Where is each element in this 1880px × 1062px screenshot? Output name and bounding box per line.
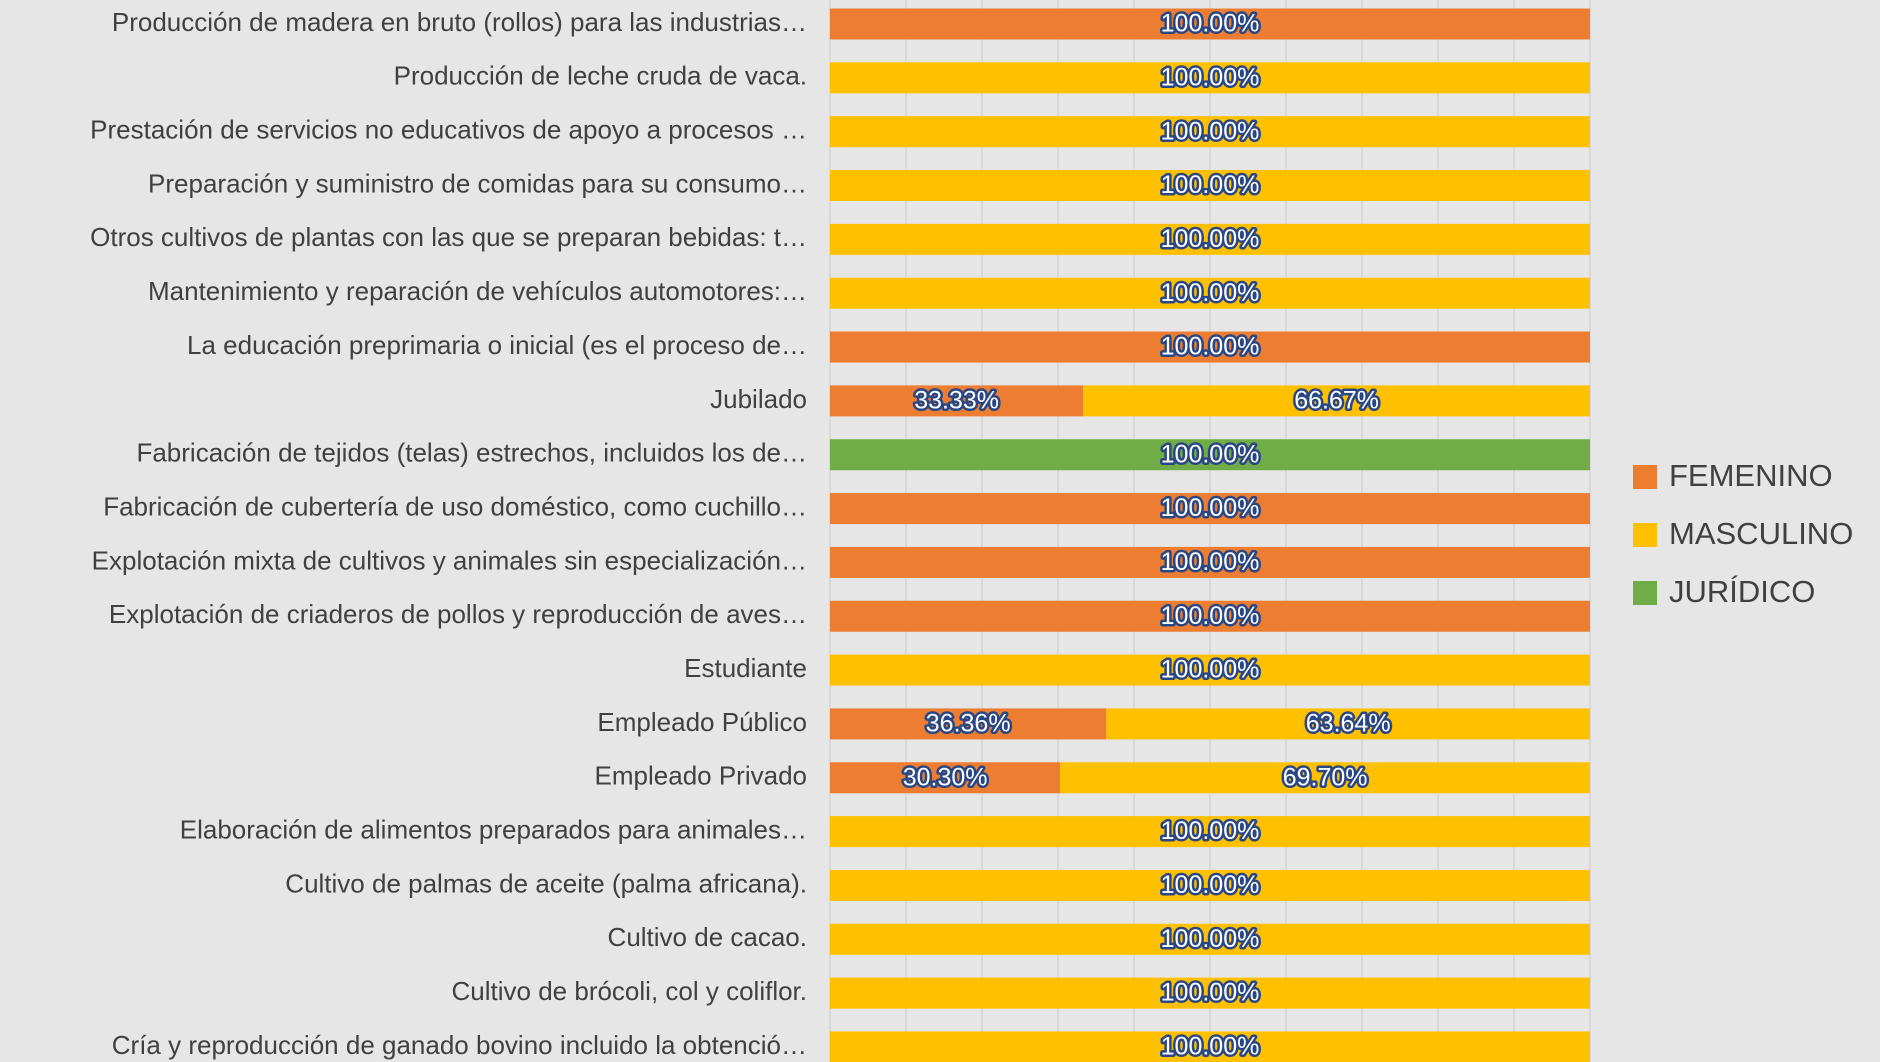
bar-segment xyxy=(830,600,1590,632)
category-label: Mantenimiento y reparación de vehículos … xyxy=(148,276,807,306)
bar-segment xyxy=(830,116,1590,148)
bar-segment xyxy=(830,708,1107,740)
category-label: Cultivo de brócoli, col y coliflor. xyxy=(452,976,807,1006)
bar-segment xyxy=(830,62,1590,94)
category-label: Cultivo de palmas de aceite (palma afric… xyxy=(285,868,807,898)
data-label: 100.00% xyxy=(1161,925,1260,953)
data-label: 69.70% xyxy=(1283,763,1368,791)
bar-segment xyxy=(830,1031,1590,1062)
legend-label: MASCULINO xyxy=(1669,516,1853,551)
category-label: Prestación de servicios no educativos de… xyxy=(90,115,807,145)
bar-segment xyxy=(830,277,1590,309)
category-label: Cría y reproducción de ganado bovino inc… xyxy=(112,1030,807,1060)
data-label: 100.00% xyxy=(1161,279,1260,307)
bar-segment xyxy=(1106,708,1590,740)
category-label: Empleado Privado xyxy=(595,761,807,791)
data-label: 100.00% xyxy=(1161,656,1260,684)
data-label: 30.30% xyxy=(903,763,988,791)
bar-segment xyxy=(830,977,1590,1009)
data-label: 100.00% xyxy=(1161,10,1260,38)
category-label: Otros cultivos de plantas con las que se… xyxy=(90,222,807,252)
bar-segment xyxy=(830,762,1061,794)
bar-segment xyxy=(830,869,1590,901)
data-label: 100.00% xyxy=(1161,494,1260,522)
data-label: 100.00% xyxy=(1161,333,1260,361)
bar-segment xyxy=(830,546,1590,578)
category-label: Fabricación de cubertería de uso domésti… xyxy=(103,491,807,521)
bar-segment xyxy=(830,170,1590,202)
data-label: 100.00% xyxy=(1161,63,1260,91)
category-label: Explotación de criaderos de pollos y rep… xyxy=(109,599,807,629)
category-label: Fabricación de tejidos (telas) estrechos… xyxy=(136,438,807,468)
data-label: 100.00% xyxy=(1161,225,1260,253)
bar-segment xyxy=(1060,762,1590,794)
data-label: 100.00% xyxy=(1161,602,1260,630)
data-label: 100.00% xyxy=(1161,548,1260,576)
bar-segment xyxy=(830,8,1590,40)
legend-label: JURÍDICO xyxy=(1669,574,1815,609)
category-label: Producción de leche cruda de vaca. xyxy=(394,61,807,91)
bar-segment xyxy=(1083,385,1590,417)
category-label: Cultivo de cacao. xyxy=(608,922,807,952)
category-label: Producción de madera en bruto (rollos) p… xyxy=(112,7,807,37)
category-label: Jubilado xyxy=(710,384,807,414)
data-label: 100.00% xyxy=(1161,171,1260,199)
data-label: 100.00% xyxy=(1161,1033,1260,1061)
bar-segment xyxy=(830,493,1590,525)
data-label: 36.36% xyxy=(926,710,1011,738)
data-label: 100.00% xyxy=(1161,440,1260,468)
data-label: 100.00% xyxy=(1161,871,1260,899)
bar-segment xyxy=(830,816,1590,848)
category-label: Empleado Público xyxy=(597,707,807,737)
bar-segment xyxy=(830,439,1590,471)
legend-swatch xyxy=(1633,523,1657,547)
category-label: Elaboración de alimentos preparados para… xyxy=(180,814,807,844)
bar-segment xyxy=(830,385,1084,417)
legend-swatch xyxy=(1633,465,1657,489)
data-label: 100.00% xyxy=(1161,117,1260,145)
legend-label: FEMENINO xyxy=(1669,458,1833,493)
data-label: 63.64% xyxy=(1306,710,1391,738)
bar-segment xyxy=(830,331,1590,363)
data-label: 33.33% xyxy=(914,386,999,414)
category-label: La educación preprimaria o inicial (es e… xyxy=(187,330,807,360)
category-label: Explotación mixta de cultivos y animales… xyxy=(92,545,807,575)
bar-segment xyxy=(830,923,1590,955)
category-label: Estudiante xyxy=(684,653,807,683)
legend-swatch xyxy=(1633,581,1657,605)
data-label: 100.00% xyxy=(1161,817,1260,845)
bar-segment xyxy=(830,223,1590,255)
category-label: Preparación y suministro de comidas para… xyxy=(148,168,807,198)
data-label: 100.00% xyxy=(1161,979,1260,1007)
bar-segment xyxy=(830,654,1590,686)
data-label: 66.67% xyxy=(1294,386,1379,414)
